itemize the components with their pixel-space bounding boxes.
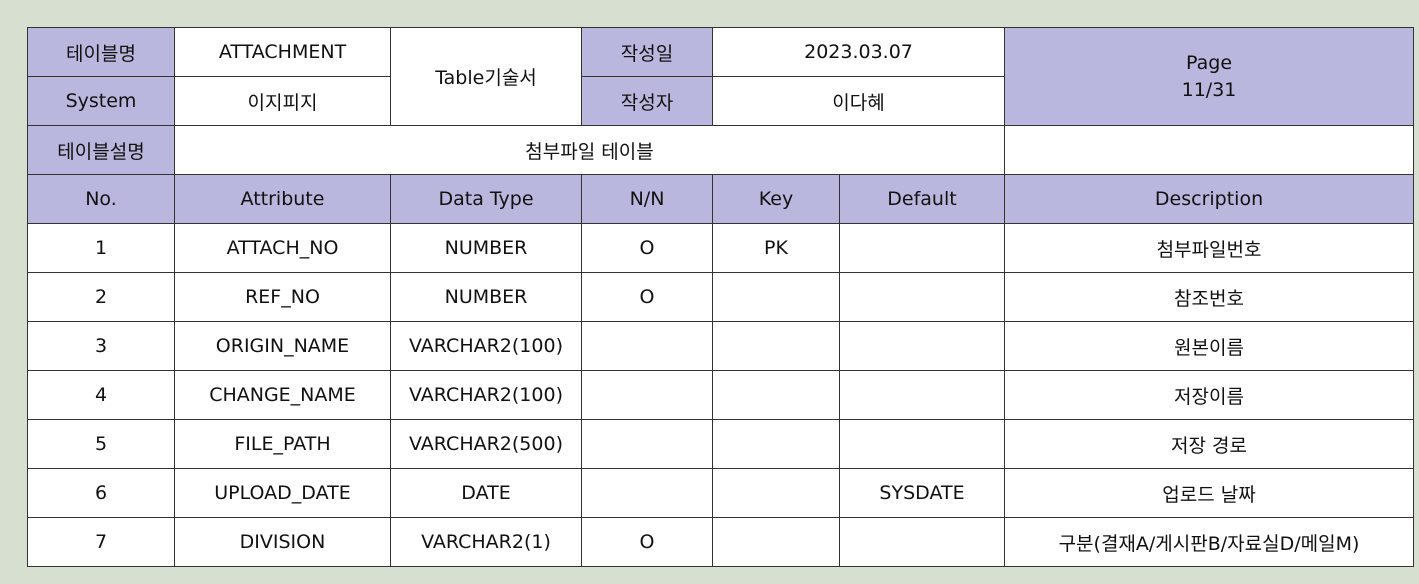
- header-row-2: System 이지피지 작성자 이다혜: [27, 76, 1414, 126]
- col-header-attribute: Attribute: [174, 174, 391, 224]
- cell-attribute: DIVISION: [174, 517, 391, 567]
- header-row-3: 테이블설명 첨부파일 테이블: [27, 125, 1415, 175]
- table-row: 4 CHANGE_NAME VARCHAR2(100) 저장이름: [27, 370, 1415, 420]
- cell-not-null: [581, 419, 713, 469]
- blank-cell: [1004, 125, 1415, 175]
- author-label: 작성자: [581, 76, 713, 126]
- page-indicator: Page 11/31: [1004, 27, 1415, 126]
- col-header-not-null: N/N: [581, 174, 713, 224]
- col-header-default: Default: [838, 174, 1006, 224]
- cell-attribute: UPLOAD_DATE: [174, 468, 391, 518]
- table-description-value: 첨부파일 테이블: [173, 125, 1006, 175]
- cell-data-type: NUMBER: [390, 223, 582, 273]
- cell-attribute: ATTACH_NO: [174, 223, 391, 273]
- cell-no: 3: [27, 321, 175, 371]
- cell-attribute: ORIGIN_NAME: [174, 321, 391, 371]
- cell-default: [838, 419, 1006, 469]
- page-label: Page: [1186, 51, 1233, 74]
- table-description-label: 테이블설명: [27, 125, 175, 175]
- cell-default: [838, 321, 1006, 371]
- cell-not-null: [581, 370, 713, 420]
- cell-default: SYSDATE: [838, 468, 1006, 518]
- cell-data-type: DATE: [390, 468, 582, 518]
- table-row: 5 FILE_PATH VARCHAR2(500) 저장 경로: [27, 419, 1415, 469]
- table-row: 2 REF_NO NUMBER O 참조번호: [27, 272, 1415, 322]
- cell-not-null: O: [581, 272, 713, 322]
- cell-not-null: [581, 321, 713, 371]
- cell-key: [712, 370, 840, 420]
- created-date-value: 2023.03.07: [711, 27, 1006, 77]
- cell-key: [712, 517, 840, 567]
- cell-description: 원본이름: [1004, 321, 1415, 371]
- cell-description: 저장 경로: [1004, 419, 1415, 469]
- cell-data-type: NUMBER: [390, 272, 582, 322]
- cell-key: [712, 419, 840, 469]
- cell-description: 업로드 날짜: [1004, 468, 1415, 518]
- cell-no: 4: [27, 370, 175, 420]
- cell-no: 2: [27, 272, 175, 322]
- cell-attribute: FILE_PATH: [174, 419, 391, 469]
- doc-title: Table기술서: [390, 27, 582, 126]
- page-value: 11/31: [1181, 78, 1237, 101]
- created-date-label: 작성일: [581, 27, 713, 77]
- table-spec-sheet: 테이블명 ATTACHMENT Table기술서 작성일 2023.03.07 …: [27, 27, 1415, 567]
- cell-key: [712, 272, 840, 322]
- col-header-description: Description: [1004, 174, 1415, 224]
- cell-no: 7: [27, 517, 175, 567]
- cell-no: 5: [27, 419, 175, 469]
- cell-key: [712, 321, 840, 371]
- cell-default: [838, 517, 1006, 567]
- cell-description: 참조번호: [1004, 272, 1415, 322]
- col-header-data-type: Data Type: [390, 174, 582, 224]
- cell-not-null: [581, 468, 713, 518]
- header-row-1: 테이블명 ATTACHMENT Table기술서 작성일 2023.03.07 …: [27, 27, 1415, 126]
- cell-not-null: O: [581, 517, 713, 567]
- col-header-key: Key: [712, 174, 840, 224]
- table-name-label: 테이블명: [27, 27, 175, 77]
- cell-data-type: VARCHAR2(100): [390, 370, 582, 420]
- table-row: 7 DIVISION VARCHAR2(1) O 구분(결재A/게시판B/자료실…: [27, 517, 1415, 567]
- cell-description: 첨부파일번호: [1004, 223, 1415, 273]
- cell-data-type: VARCHAR2(1): [390, 517, 582, 567]
- cell-default: [838, 272, 1006, 322]
- cell-no: 6: [27, 468, 175, 518]
- cell-default: [838, 223, 1006, 273]
- cell-attribute: REF_NO: [174, 272, 391, 322]
- cell-description: 저장이름: [1004, 370, 1415, 420]
- cell-attribute: CHANGE_NAME: [174, 370, 391, 420]
- cell-key: [712, 468, 840, 518]
- author-value: 이다혜: [711, 76, 1006, 126]
- cell-default: [838, 370, 1006, 420]
- cell-key: PK: [712, 223, 840, 273]
- cell-description: 구분(결재A/게시판B/자료실D/메일M): [1004, 517, 1415, 567]
- cell-data-type: VARCHAR2(500): [390, 419, 582, 469]
- system-label: System: [27, 76, 175, 126]
- table-row: 1 ATTACH_NO NUMBER O PK 첨부파일번호: [27, 223, 1415, 273]
- cell-data-type: VARCHAR2(100): [390, 321, 582, 371]
- col-header-no: No.: [27, 174, 175, 224]
- cell-not-null: O: [581, 223, 713, 273]
- table-row: 3 ORIGIN_NAME VARCHAR2(100) 원본이름: [27, 321, 1415, 371]
- table-row: 6 UPLOAD_DATE DATE SYSDATE 업로드 날짜: [27, 468, 1415, 518]
- column-header-row: No. Attribute Data Type N/N Key Default …: [27, 174, 1415, 224]
- system-value: 이지피지: [174, 76, 391, 126]
- table-name-value: ATTACHMENT: [174, 27, 391, 77]
- cell-no: 1: [27, 223, 175, 273]
